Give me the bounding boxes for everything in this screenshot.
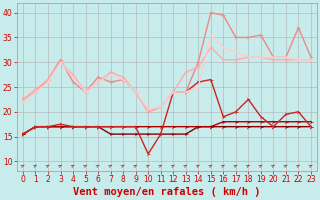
X-axis label: Vent moyen/en rafales ( km/h ): Vent moyen/en rafales ( km/h ) [73,187,261,197]
